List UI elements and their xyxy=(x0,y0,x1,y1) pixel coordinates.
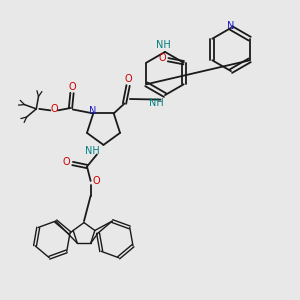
Text: NH: NH xyxy=(149,98,164,109)
Text: N: N xyxy=(227,21,235,32)
Text: NH: NH xyxy=(156,40,171,50)
Text: O: O xyxy=(125,74,133,85)
Text: O: O xyxy=(68,82,76,92)
Text: O: O xyxy=(93,176,101,187)
Text: O: O xyxy=(50,104,58,114)
Text: O: O xyxy=(63,157,70,167)
Text: N: N xyxy=(89,106,96,116)
Text: NH: NH xyxy=(85,146,100,157)
Text: O: O xyxy=(159,53,166,63)
